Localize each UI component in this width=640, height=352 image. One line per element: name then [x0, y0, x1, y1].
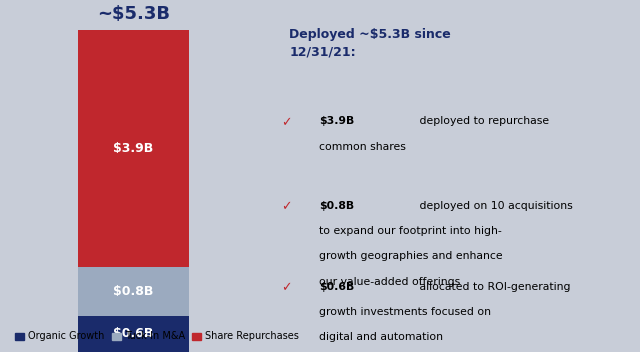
- Text: growth geographies and enhance: growth geographies and enhance: [319, 251, 502, 261]
- Text: Deployed ~$5.3B since
12/31/21:: Deployed ~$5.3B since 12/31/21:: [289, 28, 451, 59]
- Text: common shares: common shares: [319, 142, 406, 151]
- Bar: [78, 267, 189, 316]
- Text: $0.6B: $0.6B: [319, 282, 354, 291]
- Text: our value-added offerings: our value-added offerings: [319, 277, 460, 287]
- Text: allocated to ROI-generating: allocated to ROI-generating: [416, 282, 570, 291]
- Text: $3.9B: $3.9B: [319, 116, 354, 126]
- Text: ✓: ✓: [282, 201, 292, 214]
- Text: $3.9B: $3.9B: [113, 142, 154, 155]
- Text: $0.8B: $0.8B: [319, 201, 354, 210]
- Text: $0.8B: $0.8B: [113, 285, 154, 298]
- Bar: [78, 30, 189, 267]
- Text: ~$5.3B: ~$5.3B: [97, 5, 170, 23]
- Text: deployed to repurchase: deployed to repurchase: [416, 116, 549, 126]
- Text: deployed on 10 acquisitions: deployed on 10 acquisitions: [416, 201, 573, 210]
- Text: $0.6B: $0.6B: [113, 327, 154, 340]
- Text: to expand our footprint into high-: to expand our footprint into high-: [319, 226, 502, 236]
- Text: digital and automation: digital and automation: [319, 332, 443, 342]
- Text: growth investments focused on: growth investments focused on: [319, 307, 491, 317]
- Text: ✓: ✓: [282, 116, 292, 129]
- Legend: Organic Growth, Tuck-In M&A, Share Repurchases: Organic Growth, Tuck-In M&A, Share Repur…: [12, 328, 303, 345]
- Bar: [78, 316, 189, 352]
- Text: ✓: ✓: [282, 282, 292, 295]
